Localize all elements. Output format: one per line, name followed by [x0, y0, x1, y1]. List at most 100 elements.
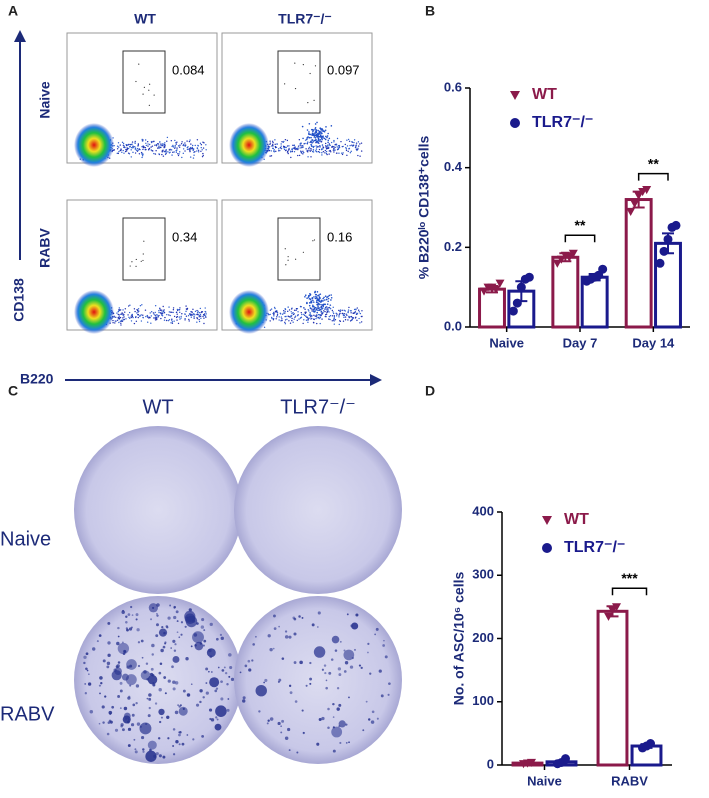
event-dot: [184, 142, 186, 144]
elispot-spot: [106, 661, 111, 666]
event-dot: [196, 147, 199, 149]
elispot-spot: [380, 694, 384, 698]
elispot-spot: [200, 625, 205, 629]
event-dot: [342, 320, 345, 322]
event-dot: [189, 139, 191, 141]
event-dot: [324, 149, 327, 152]
event-dot: [128, 311, 131, 314]
event-dot: [348, 147, 351, 150]
event-dot: [269, 155, 271, 157]
event-dot: [144, 146, 147, 149]
event-dot: [153, 94, 155, 96]
density-core: [229, 290, 269, 334]
event-dot: [164, 150, 166, 153]
event-dot: [145, 315, 147, 318]
event-dot: [133, 322, 136, 325]
event-dot: [324, 142, 327, 145]
event-dot: [327, 132, 329, 135]
event-dot: [146, 321, 149, 323]
elispot-spot: [166, 626, 169, 629]
event-dot: [328, 143, 331, 145]
event-dot: [160, 144, 162, 147]
event-dot: [117, 317, 120, 319]
event-dot: [141, 138, 143, 141]
axis-label: B220: [20, 371, 54, 387]
elispot-well: [234, 596, 402, 764]
elispot-spot: [328, 671, 332, 675]
elispot-spot: [84, 683, 87, 685]
event-dot: [149, 317, 151, 319]
event-dot: [292, 311, 294, 314]
event-dot: [329, 315, 332, 317]
event-dot: [268, 146, 271, 148]
event-dot: [351, 140, 353, 143]
event-dot: [130, 149, 132, 151]
event-dot: [310, 300, 312, 302]
event-dot: [353, 312, 355, 314]
event-dot: [273, 149, 275, 151]
event-dot: [281, 318, 283, 320]
elispot-spot: [195, 703, 200, 707]
event-dot: [122, 144, 125, 146]
event-dot: [287, 152, 289, 155]
bar: [478, 287, 506, 329]
elispot-spot: [134, 748, 137, 751]
event-dot: [124, 150, 127, 153]
event-dot: [163, 309, 165, 311]
event-dot: [152, 312, 155, 314]
event-dot: [164, 146, 166, 148]
elispot-spot: [382, 644, 385, 647]
event-dot: [300, 147, 302, 149]
event-dot: [322, 305, 325, 308]
elispot-spot: [178, 706, 188, 716]
event-dot: [327, 309, 329, 311]
event-dot: [335, 315, 338, 317]
event-dot: [160, 143, 162, 145]
event-dot: [313, 296, 315, 298]
event-dot: [315, 131, 318, 134]
elispot-spot: [172, 655, 180, 663]
event-dot: [316, 299, 318, 302]
event-dot: [286, 318, 288, 320]
event-dot: [191, 147, 194, 150]
elispot-spot: [135, 618, 138, 621]
event-dot: [296, 319, 298, 322]
event-dot: [349, 310, 352, 312]
event-dot: [197, 312, 199, 314]
event-dot: [132, 151, 134, 154]
event-dot: [292, 144, 294, 147]
event-dot: [328, 146, 330, 148]
event-dot: [334, 319, 337, 321]
x-tick-label: Naive: [527, 773, 562, 788]
legend-label: WT: [532, 86, 557, 103]
event-dot: [358, 317, 360, 320]
event-dot: [347, 309, 350, 311]
elispot-spot: [332, 702, 335, 706]
event-dot: [284, 248, 286, 250]
event-dot: [296, 147, 299, 149]
elispot-spot: [388, 682, 391, 686]
event-dot: [333, 147, 335, 150]
event-dot: [305, 319, 308, 321]
elispot-spot: [209, 622, 213, 627]
event-dot: [198, 318, 200, 321]
event-dot: [150, 146, 152, 148]
event-dot: [148, 104, 150, 106]
event-dot: [317, 305, 319, 308]
event-dot: [317, 132, 320, 134]
elispot-spot: [111, 705, 115, 709]
event-dot: [345, 313, 347, 315]
event-dot: [171, 318, 173, 320]
event-dot: [116, 312, 118, 314]
elispot-spot: [132, 703, 136, 707]
elispot-spot: [102, 659, 106, 663]
event-dot: [310, 301, 312, 304]
elispot-spot: [336, 687, 340, 690]
event-dot: [292, 147, 294, 150]
event-dot: [308, 122, 311, 125]
event-dot: [141, 304, 143, 306]
event-dot: [328, 153, 330, 155]
elispot-spot: [317, 611, 321, 615]
event-dot: [310, 314, 312, 317]
event-dot: [281, 319, 283, 322]
